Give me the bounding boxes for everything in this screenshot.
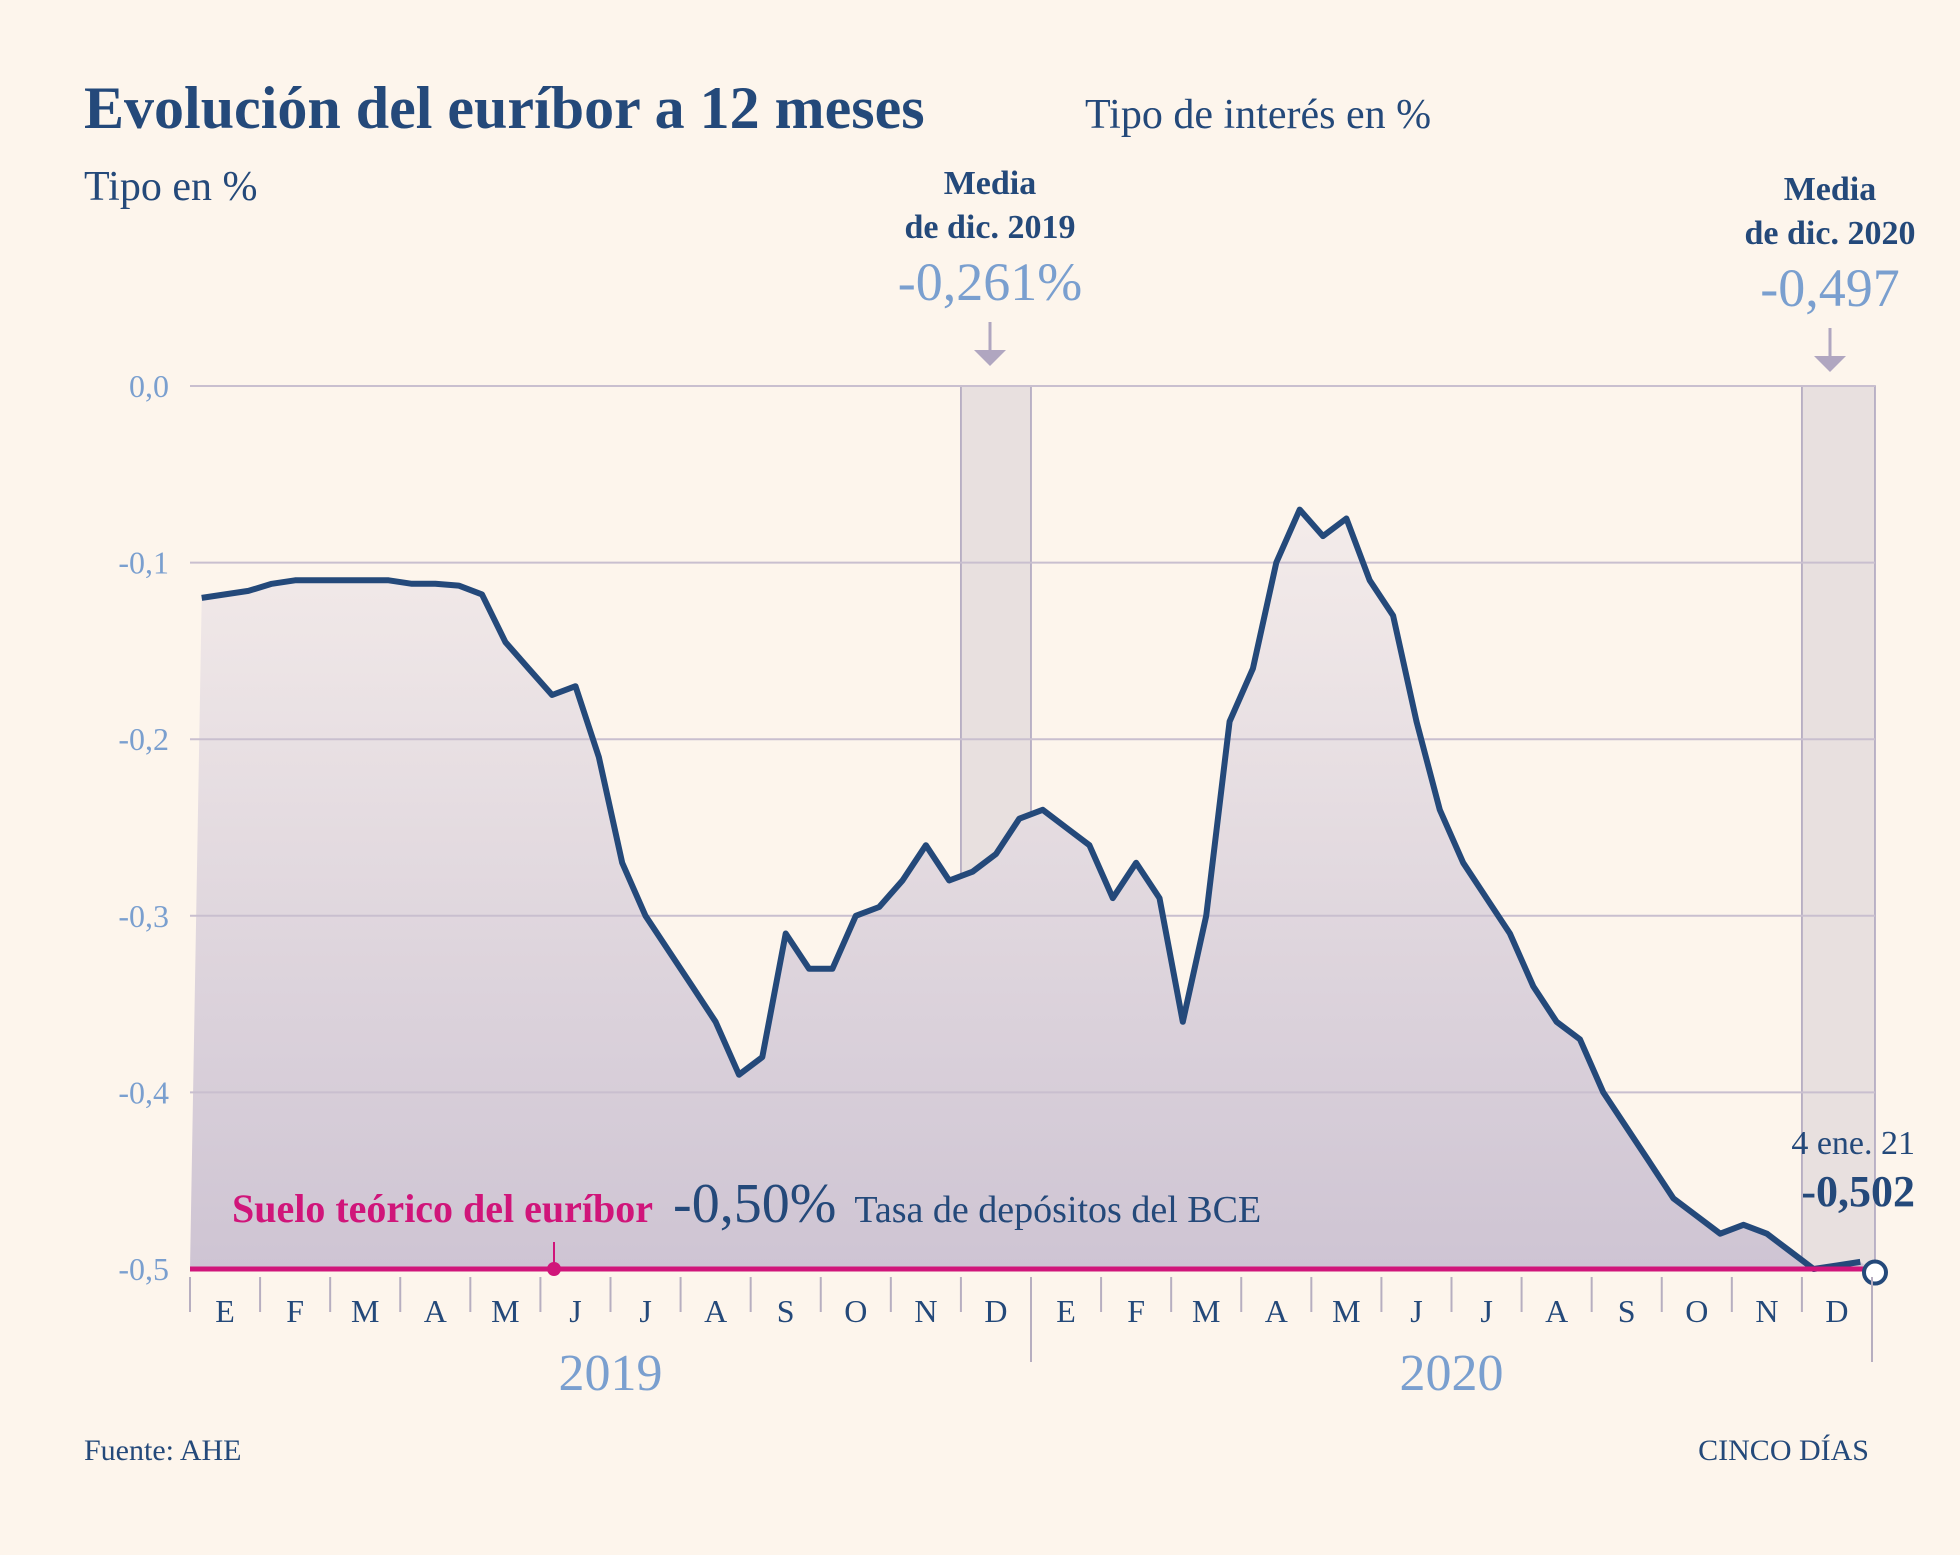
x-tick-label: E: [215, 1293, 235, 1329]
annotation-value: -0,261%: [898, 252, 1082, 312]
last-point-date: 4 ene. 21: [1791, 1125, 1915, 1162]
chart-subtitle: Tipo de interés en %: [1085, 92, 1431, 138]
x-tick-label: D: [1825, 1293, 1848, 1329]
x-tick-label: M: [1332, 1293, 1360, 1329]
x-tick-label: O: [844, 1293, 867, 1329]
x-tick-label: M: [351, 1293, 379, 1329]
credit: CINCO DÍAS: [1698, 1434, 1869, 1467]
x-tick-label: J: [1480, 1293, 1492, 1329]
x-tick-label: N: [1755, 1293, 1778, 1329]
floor-note: Tasa de depósitos del BCE: [854, 1189, 1261, 1231]
source: Fuente: AHE: [84, 1434, 242, 1467]
year-label: 2019: [559, 1345, 663, 1402]
x-tick-label: D: [984, 1293, 1007, 1329]
chart-title: Evolución del euríbor a 12 meses: [84, 75, 925, 141]
annotation-text: de dic. 2020: [1745, 215, 1916, 252]
year-label: 2020: [1400, 1345, 1504, 1402]
x-tick-label: J: [639, 1293, 651, 1329]
annotation-arrowhead: [1814, 356, 1846, 372]
x-tick-label: F: [1127, 1293, 1145, 1329]
y-tick-label: -0,4: [118, 1074, 169, 1110]
floor-dot: [547, 1262, 561, 1276]
x-tick-label: F: [286, 1293, 304, 1329]
x-tick-label: A: [704, 1293, 727, 1329]
y-axis-label: Tipo en %: [84, 164, 257, 210]
floor-name: Suelo teórico del euríbor: [232, 1186, 653, 1231]
annotation-text: Media: [1784, 171, 1877, 208]
y-tick-label: -0,1: [118, 545, 169, 581]
y-tick-label: -0,2: [118, 721, 169, 757]
x-tick-label: A: [424, 1293, 447, 1329]
x-tick-label: J: [569, 1293, 581, 1329]
area: [190, 509, 1875, 1273]
y-tick-label: 0,0: [129, 368, 169, 404]
x-tick-label: J: [1410, 1293, 1422, 1329]
line: [201, 506, 1861, 1272]
x-tick-label: S: [777, 1293, 795, 1329]
x-tick-label: S: [1618, 1293, 1636, 1329]
x-tick-label: M: [1192, 1293, 1220, 1329]
y-tick-label: -0,5: [118, 1251, 169, 1287]
annotation-text: de dic. 2019: [905, 209, 1076, 246]
x-tick-label: N: [914, 1293, 937, 1329]
y-tick-label: -0,3: [118, 898, 169, 934]
x-tick-label: E: [1056, 1293, 1076, 1329]
floor-value: -0,50%: [673, 1173, 836, 1235]
last-point-label: -0,502: [1801, 1167, 1915, 1216]
annotation-arrowhead: [974, 350, 1006, 366]
annotation-value: -0,497: [1760, 258, 1899, 318]
x-tick-label: M: [491, 1293, 519, 1329]
x-tick-label: A: [1265, 1293, 1288, 1329]
annotation-text: Media: [944, 165, 1037, 202]
x-tick-label: A: [1545, 1293, 1568, 1329]
last-point: [1862, 1259, 1888, 1286]
x-tick-label: O: [1685, 1293, 1708, 1329]
floor-text: Suelo teórico del euríbor -0,50% Tasa de d…: [232, 1173, 1261, 1235]
